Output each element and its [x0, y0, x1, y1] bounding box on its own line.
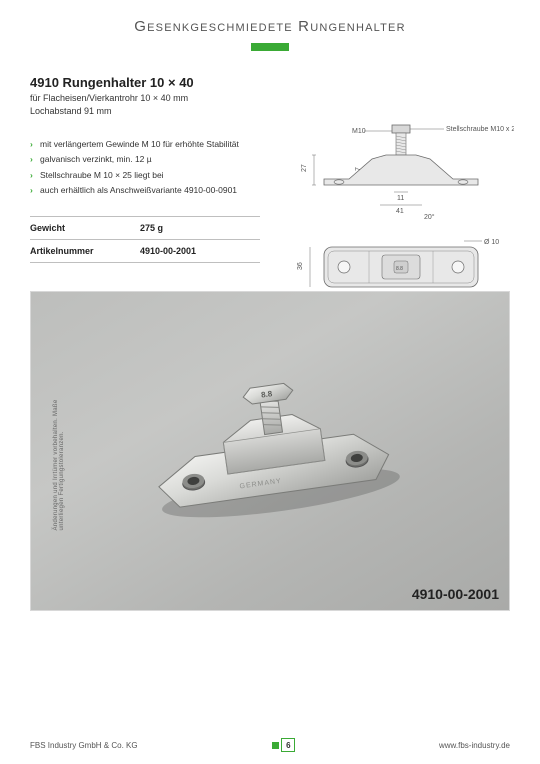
bullet-icon: › [30, 168, 40, 183]
footer-page-number: 6 [281, 738, 295, 752]
divider [30, 239, 260, 240]
bullet-icon: › [30, 152, 40, 167]
bullet-text: mit verlängertem Gewinde M 10 für erhöht… [40, 137, 239, 152]
footer-url: www.fbs-industry.de [439, 741, 510, 750]
product-photo: Änderungen und Irrtümer vorbehalten. Maß… [30, 291, 510, 611]
dim-h-total: 27 [301, 164, 308, 172]
spec-value: 4910-00-2001 [140, 246, 196, 256]
dim-screw: Stellschraube M10 x 25 [446, 126, 514, 133]
photo-illustration: 8.8 GERMANY [116, 357, 424, 546]
table-row: Artikelnummer 4910-00-2001 [30, 244, 260, 258]
spec-value: 275 g [140, 223, 163, 233]
divider [30, 216, 260, 217]
dim-side-h: 36 [297, 262, 304, 270]
dim-bolt-base: 11 [397, 195, 404, 202]
product-subtitle-2: Lochabstand 91 mm [30, 105, 510, 118]
bullet-text: Stellschraube M 10 × 25 liegt bei [40, 168, 164, 183]
product-title: 4910 Rungenhalter 10 × 40 [30, 75, 510, 90]
dim-h-inner: 7 [355, 167, 362, 171]
bullet-text: auch erhältlich als Anschweißvariante 49… [40, 183, 237, 198]
header-accent-bar [251, 43, 289, 51]
spec-label: Gewicht [30, 223, 140, 233]
dim-grade: 8.8 [396, 266, 403, 272]
spec-table: Gewicht 275 g Artikelnummer 4910-00-2001 [30, 216, 260, 263]
page-footer: FBS Industry GmbH & Co. KG 6 www.fbs-ind… [30, 738, 510, 752]
disclaimer-text: Änderungen und Irrtümer vorbehalten. Maß… [53, 372, 65, 531]
table-row: Gewicht 275 g [30, 221, 260, 235]
dim-angle: 20° [424, 213, 435, 221]
spec-label: Artikelnummer [30, 246, 140, 256]
dim-thread: M10 [352, 128, 366, 135]
dim-hole: Ø 10 [484, 239, 499, 246]
product-subtitle-1: für Flacheisen/Vierkantrohr 10 × 40 mm [30, 92, 510, 105]
footer-company: FBS Industry GmbH & Co. KG [30, 741, 138, 750]
bullet-icon: › [30, 137, 40, 152]
content-area: 4910 Rungenhalter 10 × 40 für Flacheisen… [0, 57, 540, 263]
bullet-icon: › [30, 183, 40, 198]
page-header: Gesenkgeschmiedete Rungenhalter [0, 0, 540, 57]
dim-ridge: 41 [396, 208, 404, 215]
header-title: Gesenkgeschmiedete Rungenhalter [0, 18, 540, 35]
photo-article-code: 4910-00-2001 [412, 586, 499, 602]
divider [30, 262, 260, 263]
bullet-text: galvanisch verzinkt, min. 12 µ [40, 152, 152, 167]
